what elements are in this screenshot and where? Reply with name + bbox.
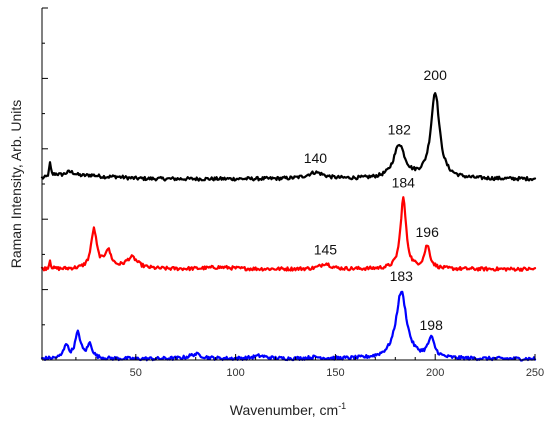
x-tick-label-150: 150 — [326, 367, 344, 379]
x-axis-title: Wavenumber, cm-1 — [230, 401, 346, 418]
x-axis-title-text: Wavenumber, cm — [230, 402, 338, 418]
peak-label-182: 182 — [388, 122, 412, 138]
y-axis-title: Raman Intensity, Arb. Units — [8, 100, 24, 269]
peak-label-184: 184 — [392, 175, 416, 191]
peak-label-145: 145 — [314, 241, 338, 257]
series-line-3 — [40, 290, 537, 362]
x-axis-title-superscript: -1 — [338, 401, 346, 411]
peak-label-200: 200 — [424, 67, 448, 83]
x-tick-label-200: 200 — [426, 367, 444, 379]
y-ticks — [42, 7, 48, 326]
axes — [41, 8, 535, 361]
x-tick-label-50: 50 — [130, 367, 142, 379]
x-ticks: 50 100 150 200 250 — [55, 354, 544, 379]
x-tick-label-100: 100 — [226, 367, 244, 379]
plot-series — [40, 92, 537, 362]
peak-label-183: 183 — [390, 268, 414, 284]
peak-label-196: 196 — [416, 224, 440, 240]
series-line-2 — [40, 196, 537, 272]
peak-label-198: 198 — [420, 317, 444, 333]
x-tick-label-250: 250 — [526, 367, 544, 379]
peak-label-140: 140 — [304, 150, 328, 166]
series-line-1 — [40, 92, 537, 182]
plot-annotations: 200 182 140 184 196 145 183 198 — [304, 67, 447, 333]
